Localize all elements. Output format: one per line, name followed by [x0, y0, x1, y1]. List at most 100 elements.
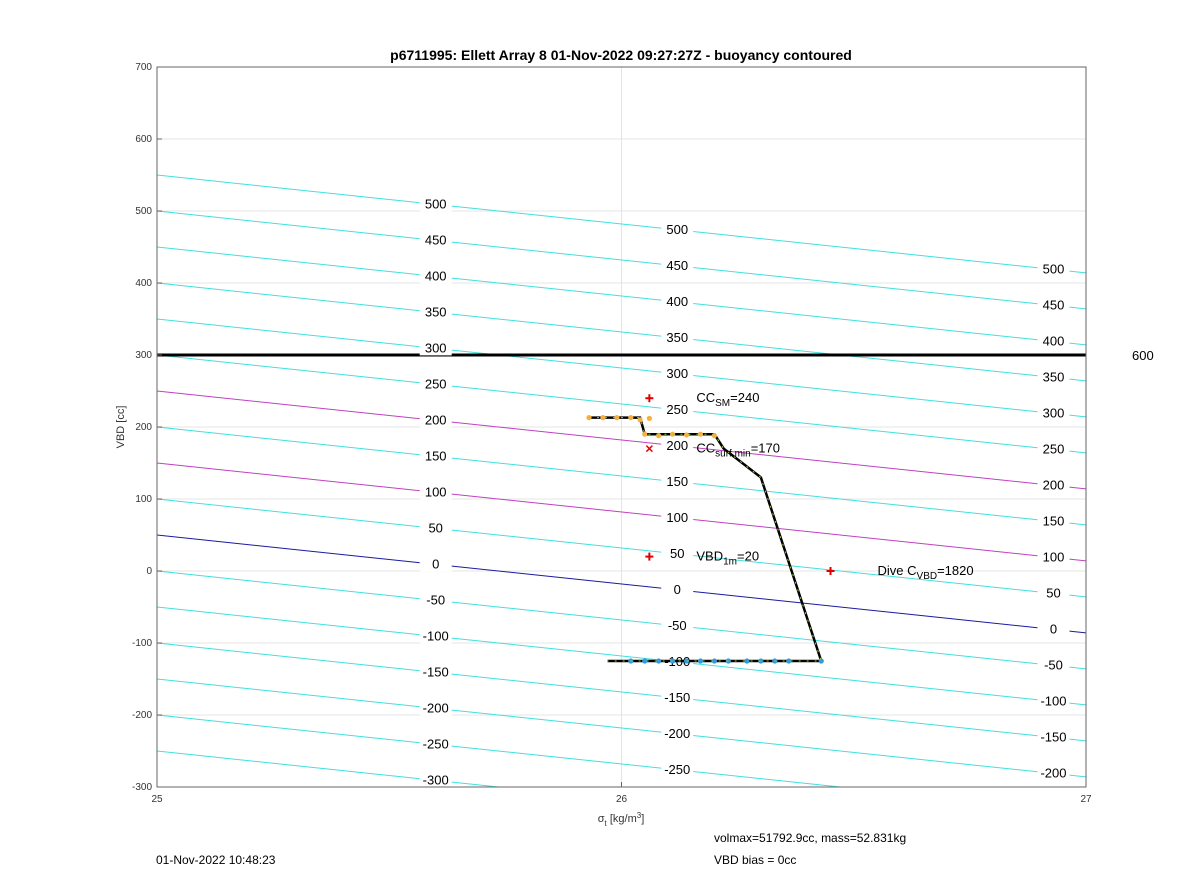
x-axis-label: σt [kg/m3] — [598, 811, 645, 828]
contour-label: 150 — [1043, 513, 1065, 528]
contour-label: 400 — [1043, 333, 1065, 348]
y-tick-label: 700 — [135, 62, 152, 73]
x-tick-label: 27 — [1080, 794, 1092, 805]
footer-volmax-mass: volmax=51792.9cc, mass=52.831kg — [714, 831, 907, 845]
contour-line — [157, 534, 1086, 634]
marker-annotation: CCsurf,min=170 — [696, 441, 780, 460]
contour-label-bg — [661, 689, 694, 705]
contour-label: -100 — [423, 628, 449, 643]
contour-label: -250 — [664, 762, 690, 777]
contour-label: 300 — [425, 340, 447, 355]
contour-label-bg — [1037, 297, 1070, 313]
sample-point-lower — [744, 658, 750, 664]
sample-point-upper — [637, 417, 643, 423]
contour-label-bg — [419, 412, 452, 428]
contour-label-bg — [1037, 333, 1070, 349]
contour-label-bg — [1037, 261, 1070, 277]
markers: CCSM=240 CCsurf,min=170 VBD1m=20 Dive CVBD=… — [645, 390, 974, 582]
contour-line — [157, 282, 1086, 382]
contour-label-bg — [419, 520, 452, 536]
contour-label: 50 — [670, 546, 684, 561]
reference-line: 600 — [157, 348, 1154, 363]
x-tick-label: 26 — [616, 794, 628, 805]
contour-label-bg — [661, 617, 694, 633]
sample-point-upper — [600, 415, 606, 421]
contour-label-bg — [419, 772, 452, 788]
contour-label: -50 — [1044, 657, 1063, 672]
contour-label-bg — [1037, 441, 1070, 457]
y-tick-label: -100 — [132, 638, 152, 649]
contour-label: 400 — [425, 268, 447, 283]
y-axis-label: VBD [cc] — [115, 406, 127, 449]
contour-line — [157, 642, 1086, 742]
contour-label-bg — [419, 340, 452, 356]
sample-point-lower — [758, 658, 764, 664]
contour-label-bg — [419, 232, 452, 248]
contour-label: -250 — [423, 736, 449, 751]
contour-labels: -300 -250 -250 -200 -200 -200 -150 -150 -150 -100… — [419, 196, 1070, 788]
contour-label-bg — [1037, 657, 1070, 673]
contour-label: 350 — [1043, 369, 1065, 384]
contour-label: 200 — [425, 412, 447, 427]
marker-x-b — [645, 445, 653, 453]
contour-line — [157, 318, 1086, 418]
contour-label: 0 — [1050, 621, 1057, 636]
contour-line — [157, 498, 1086, 598]
sample-point-upper — [683, 432, 690, 438]
y-tick-label: 300 — [135, 350, 152, 361]
contour-label-bg — [661, 293, 694, 309]
contour-label: 450 — [666, 258, 688, 273]
y-tick-label: 100 — [135, 494, 152, 505]
contour-label: -50 — [668, 618, 687, 633]
contour-label: 250 — [425, 376, 447, 391]
sample-point-upper — [614, 415, 620, 421]
y-tick-label: 500 — [135, 206, 152, 217]
contour-label-bg — [661, 581, 694, 597]
contour-label-bg — [419, 736, 452, 752]
sample-point-lower — [786, 658, 792, 664]
contour-label-bg — [661, 761, 694, 777]
contour-line — [157, 354, 1086, 454]
contour-label-bg — [419, 556, 452, 572]
contour-line — [157, 174, 1086, 274]
contour-label: 500 — [666, 222, 688, 237]
contour-label: 100 — [1043, 549, 1065, 564]
x-tick-label: 25 — [151, 794, 163, 805]
y-tick-label: 200 — [135, 422, 152, 433]
contour-label-bg — [419, 700, 452, 716]
sample-point-lower — [656, 658, 662, 664]
contour-label: 100 — [666, 510, 688, 525]
contour-label-bg — [419, 448, 452, 464]
contour-label: 0 — [674, 582, 681, 597]
contour-label: -50 — [426, 592, 445, 607]
contour-label-bg — [1037, 693, 1070, 709]
sample-point-lower — [818, 658, 824, 664]
contour-label: 250 — [666, 402, 688, 417]
contour-label-bg — [661, 545, 694, 561]
contour-line — [157, 606, 1086, 706]
contour-label-bg — [661, 509, 694, 525]
contour-line — [157, 462, 1086, 562]
y-tick-label: 600 — [135, 134, 152, 145]
contour-label: 200 — [1043, 477, 1065, 492]
contour-label: 200 — [666, 438, 688, 453]
contour-label-bg — [661, 365, 694, 381]
contour-label-bg — [419, 592, 452, 608]
footer-timestamp: 01-Nov-2022 10:48:23 — [156, 853, 276, 867]
contour-label-bg — [419, 484, 452, 500]
contour-label-bg — [661, 257, 694, 273]
contour-label: 300 — [1043, 405, 1065, 420]
contour-label-bg — [1037, 621, 1070, 637]
contour-label: -150 — [423, 664, 449, 679]
contour-label-bg — [1037, 405, 1070, 421]
contour-label: 250 — [1043, 441, 1065, 456]
contour-label-bg — [661, 725, 694, 741]
contour-line — [157, 246, 1086, 346]
contour-label: 100 — [425, 484, 447, 499]
contour-label-bg — [1037, 549, 1070, 565]
contour-label: 350 — [425, 304, 447, 319]
contour-label: 150 — [425, 448, 447, 463]
contour-label: 400 — [666, 294, 688, 309]
